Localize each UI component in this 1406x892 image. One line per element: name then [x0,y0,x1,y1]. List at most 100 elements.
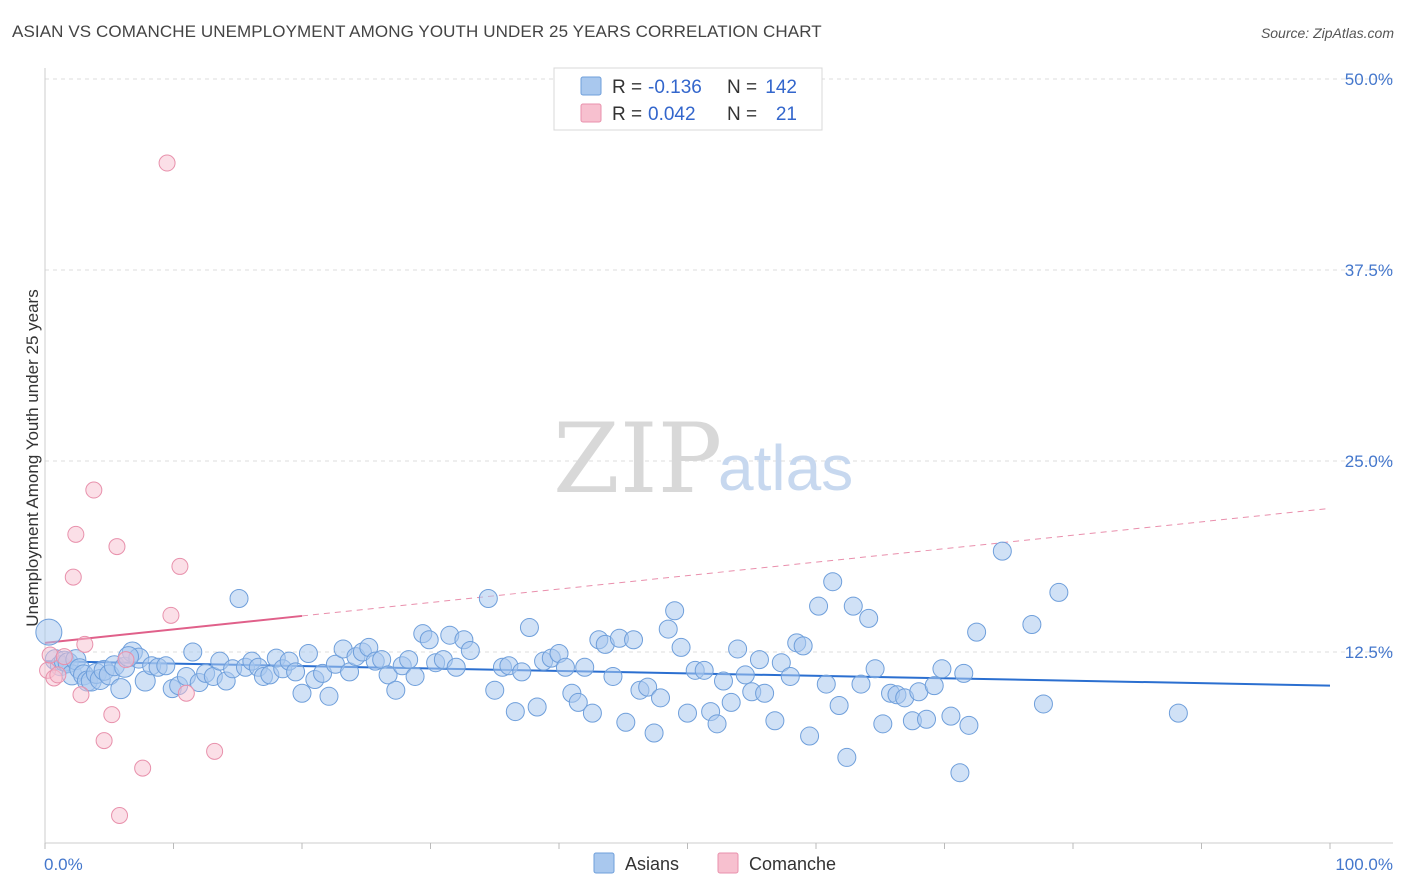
x-tick-label-left: 0.0% [44,855,83,874]
asians-point [616,712,636,732]
asians-point [950,763,970,783]
legend-r-label-2: R = [612,104,642,125]
asians-point [405,666,425,686]
asians-point [941,706,961,726]
asians-point [771,653,791,673]
asians-point [519,618,539,638]
asians-point [837,747,857,767]
asians-point [582,703,602,723]
comanche-point [49,666,67,684]
asians-point [1049,582,1069,602]
asians-point [292,683,312,703]
asians-point [527,697,547,717]
comanche-point [76,635,94,653]
asians-point [671,637,691,657]
watermark-zip: ZIP [553,403,722,515]
comanche-point [134,759,152,777]
asians-point [658,619,678,639]
y-tick-label: 25.0% [1345,452,1393,471]
asians-point [816,674,836,694]
asians-point [728,639,748,659]
asians-point [678,703,697,723]
asians-point [603,666,623,686]
asians-point [505,702,525,722]
comanche-point [158,154,176,172]
comanche-point [72,686,90,704]
points-layer [35,154,1188,824]
asians-point [419,630,439,650]
y-axis-label: Unemployment Among Youth under 25 years [23,289,42,626]
asians-point [399,650,419,670]
asians-point [707,714,727,734]
legend-r-label-1: R = [612,77,642,98]
asians-point [865,659,885,679]
legend-n-value-1: 142 [765,77,797,98]
comanche-point [171,557,189,575]
asians-point [229,589,249,609]
legend-r-value-2: 0.042 [648,104,696,125]
asians-point [555,657,575,677]
comanche-point [108,538,126,556]
asians-point [156,656,176,676]
asians-point [735,665,755,685]
y-tick-label: 50.0% [1345,70,1393,89]
grid-layer [45,78,1393,653]
asians-point [638,677,658,697]
comanche-trend-line-extrapolated [301,507,1331,617]
asians-point [765,711,785,731]
asians-point [624,630,644,650]
asians-point [665,601,685,621]
asians-point [644,723,664,743]
asians-point [859,608,879,628]
asians-point [851,674,871,694]
asians-point [446,657,466,677]
comanche-point [117,651,135,669]
asians-point [378,665,398,685]
asians-point [512,662,532,682]
asians-point [793,636,813,656]
asians-point [575,657,595,677]
asians-point [286,662,306,682]
legend-swatch-asians [580,76,602,96]
asians-point [35,618,63,646]
legend: R = -0.136 N = 142 R = 0.042 N = 21 [553,67,823,131]
asians-point [1033,694,1053,714]
asians-point [829,695,849,715]
comanche-point [162,606,180,624]
asians-point [917,709,937,729]
comanche-point [177,684,195,702]
asians-point [843,596,863,616]
asians-point [721,692,741,712]
asians-point [110,678,132,700]
asians-point [386,680,406,700]
asians-point [478,589,498,609]
bottom-legend-comanche: Comanche [749,854,836,874]
asians-point [485,680,505,700]
bottom-legend-asians: Asians [625,854,679,874]
asians-point [800,726,820,746]
chart-title: ASIAN VS COMANCHE UNEMPLOYMENT AMONG YOU… [12,22,822,41]
legend-n-value-2: 21 [776,104,797,125]
asians-point [749,650,769,670]
bottom-legend-swatch-asians [593,852,615,874]
asians-point [694,660,714,680]
asians-point [460,640,480,660]
comanche-point [206,742,224,760]
asians-point [809,596,829,616]
asians-point [780,666,800,686]
asians-point [713,671,733,691]
asians-point [992,541,1012,561]
asians-point [873,714,893,734]
y-tick-label: 12.5% [1345,643,1393,662]
asians-point [319,686,339,706]
legend-n-label-2: N = [727,104,757,125]
asians-point [183,642,203,662]
legend-n-label-1: N = [727,77,757,98]
axes-layer: 12.5% 25.0% 37.5% 50.0% [44,68,1393,849]
asians-point [298,644,318,664]
comanche-point [85,481,103,499]
asians-point [1022,614,1042,634]
watermark-atlas: atlas [718,432,853,504]
asians-point [932,659,952,679]
bottom-legend: Asians Comanche [593,852,836,874]
